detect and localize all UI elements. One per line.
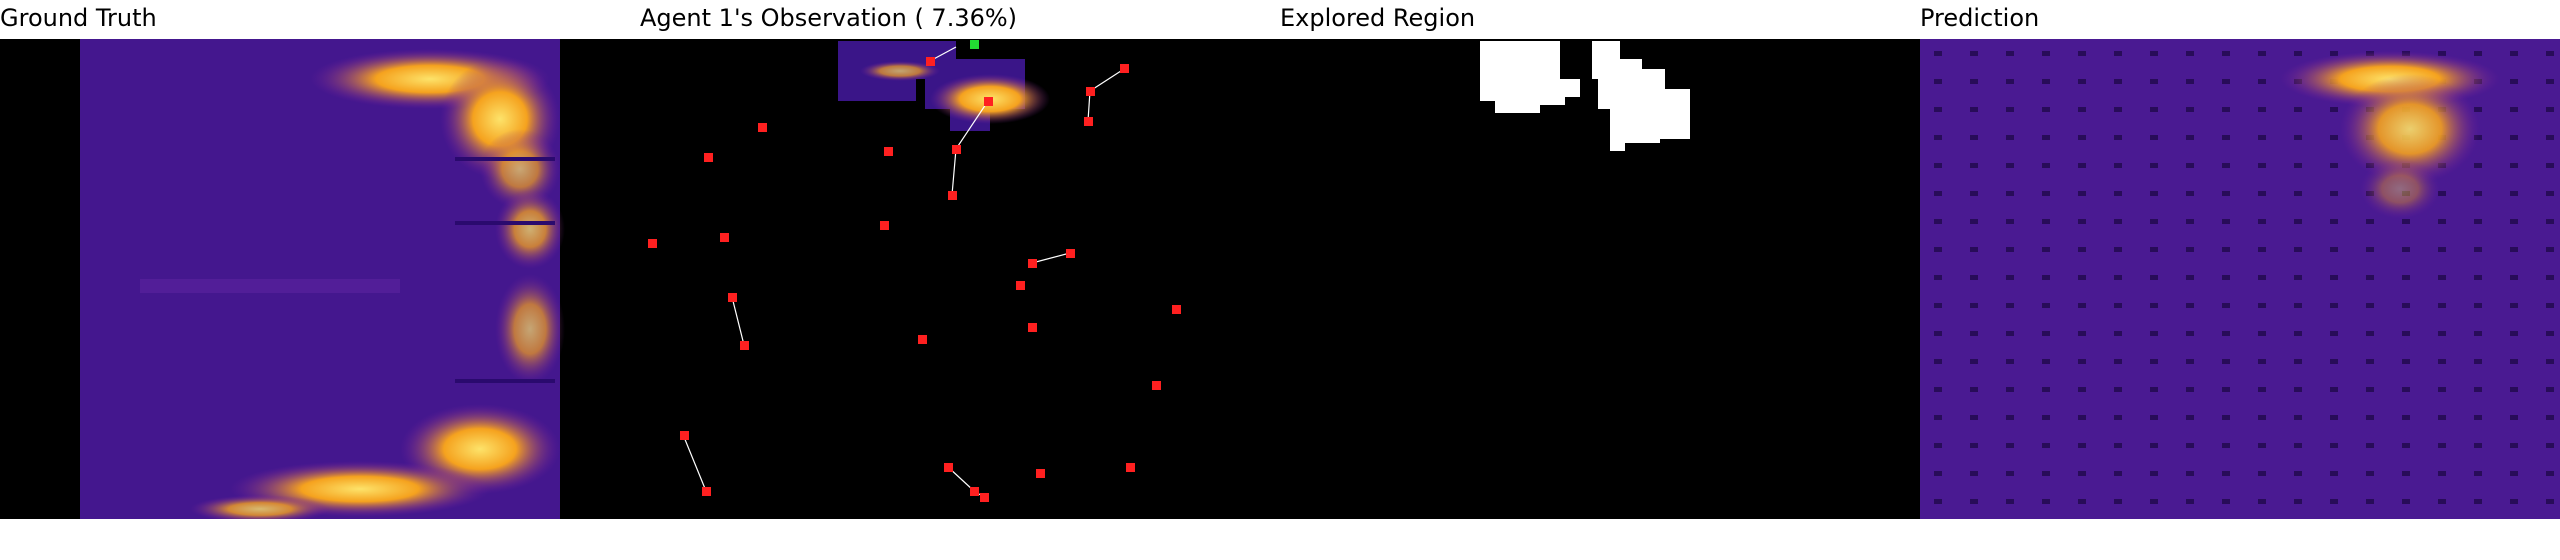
- observation-panel: [640, 39, 1280, 519]
- prediction-heatmap: [1920, 39, 2560, 519]
- agent-marker: [704, 153, 713, 162]
- prediction-panel: [1920, 39, 2560, 519]
- ground-truth-panel: [0, 39, 640, 519]
- agent-marker: [728, 293, 737, 302]
- agent-marker: [944, 463, 953, 472]
- active-agent-marker: [970, 40, 979, 49]
- observed-patches: [838, 41, 1050, 131]
- agent-marker: [880, 221, 889, 230]
- agent-marker: [1084, 117, 1093, 126]
- agent-marker: [1016, 281, 1025, 290]
- observation-map: [640, 39, 1280, 519]
- agent-marker: [1028, 259, 1037, 268]
- agent-marker: [720, 233, 729, 242]
- agent-markers: [648, 57, 1181, 502]
- agent-marker: [1152, 381, 1161, 390]
- ground-truth-title: Ground Truth: [0, 4, 157, 32]
- agent-marker: [952, 145, 961, 154]
- agent-marker: [980, 493, 989, 502]
- ground-truth-heatmap: [0, 39, 640, 519]
- agent-marker: [1028, 323, 1037, 332]
- agent-marker: [884, 147, 893, 156]
- agent-marker: [648, 239, 657, 248]
- agent-marker: [926, 57, 935, 66]
- agent-marker: [918, 335, 927, 344]
- observation-title: Agent 1's Observation ( 7.36%): [640, 4, 1018, 32]
- agent-marker: [948, 191, 957, 200]
- agent-marker: [702, 487, 711, 496]
- agent-marker: [740, 341, 749, 350]
- explored-region-panel: [1280, 39, 1920, 519]
- agent-marker: [1120, 64, 1129, 73]
- agent-marker: [984, 97, 993, 106]
- agent-marker: [1172, 305, 1181, 314]
- agent-marker: [1066, 249, 1075, 258]
- agent-marker: [680, 431, 689, 440]
- explored-region-title: Explored Region: [1280, 4, 1476, 32]
- explored-mask: [1280, 39, 1920, 519]
- prediction-title: Prediction: [1920, 4, 2040, 32]
- agent-marker: [1086, 87, 1095, 96]
- agent-marker: [1126, 463, 1135, 472]
- agent-marker: [758, 123, 767, 132]
- agent-marker: [970, 487, 979, 496]
- agent-marker: [1036, 469, 1045, 478]
